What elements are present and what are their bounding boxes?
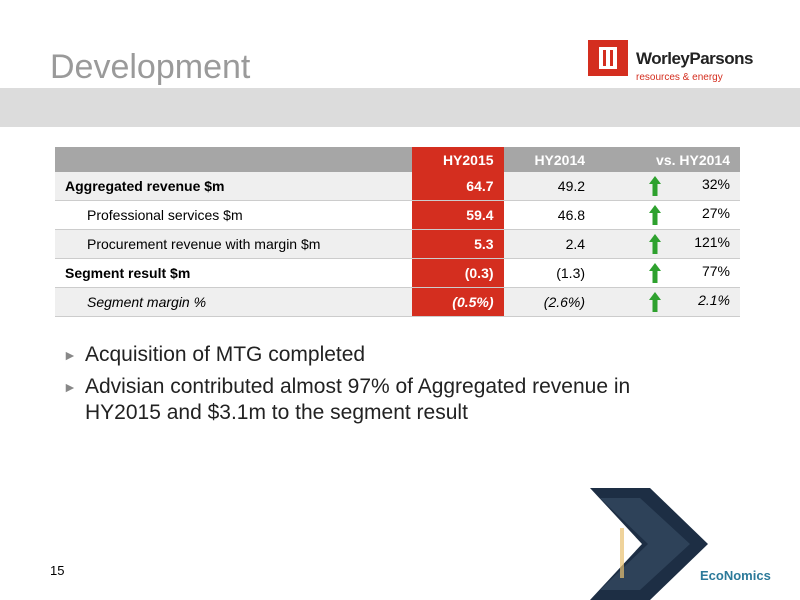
table-cell: 64.7 — [412, 172, 504, 201]
header-band — [0, 88, 800, 127]
table-row: Aggregated revenue $m 64.7 49.2 32% — [55, 172, 740, 201]
results-table: HY2015 HY2014 vs. HY2014 Aggregated reve… — [55, 147, 740, 317]
row-label: Professional services $m — [55, 201, 412, 230]
table-cell: (2.6%) — [503, 287, 596, 317]
cell-text: 5.3 — [474, 236, 494, 252]
table-row: Segment result $m (0.3) (1.3) 77% — [55, 258, 740, 288]
cell-text: 32% — [701, 176, 730, 192]
cell-text: Aggregated revenue $m — [65, 178, 225, 194]
row-label: Segment result $m — [55, 259, 412, 288]
table-row: Segment margin % (0.5%) (2.6%) 2.1% — [55, 287, 740, 317]
slide-title: Development — [50, 48, 251, 86]
header-cell: vs. HY2014 — [595, 147, 740, 172]
up-arrow — [649, 205, 662, 225]
up-arrow — [649, 292, 662, 312]
bullet: ► Advisian contributed almost 97% of Aggr… — [63, 374, 703, 426]
bullet-text: Advisian contributed almost 97% of Aggre… — [85, 375, 631, 424]
cell-text: Segment margin % — [87, 294, 207, 310]
row-label: Aggregated revenue $m — [55, 172, 413, 201]
cell-text: 27% — [701, 205, 730, 221]
cell-text: 77% — [701, 263, 730, 279]
table-cell: 77% — [595, 259, 740, 288]
table-cell: (0.5%) — [412, 287, 504, 317]
bullet: ► Acquisition of MTG completed — [63, 342, 703, 368]
header-cell — [55, 147, 413, 172]
cell-text: (2.6%) — [543, 294, 586, 310]
logo-glyph — [599, 47, 617, 69]
cell-text: 46.8 — [557, 207, 586, 223]
table-cell: (1.3) — [504, 259, 596, 288]
table-row: Procurement revenue with margin $m 5.3 2.4… — [55, 229, 740, 259]
cell-text: 2.4 — [565, 236, 586, 252]
table-cell: 59.4 — [412, 200, 504, 230]
row-label: Segment margin % — [55, 287, 413, 317]
table-cell: 27% — [595, 201, 740, 230]
table-cell: 121% — [595, 229, 740, 259]
table-cell: 46.8 — [504, 201, 596, 230]
page-number: 15 — [50, 563, 65, 578]
table-cell: 5.3 — [412, 229, 504, 259]
bullet-text: Acquisition of MTG completed — [85, 343, 366, 366]
logo-name: WorleyParsons — [636, 49, 753, 68]
up-arrow — [649, 234, 662, 254]
table-cell: 2.1% — [595, 287, 740, 317]
table-cell: 49.2 — [503, 172, 596, 201]
up-arrow — [649, 263, 662, 283]
cell-text: 59.4 — [466, 207, 494, 223]
cell-text: 2.1% — [698, 292, 730, 308]
row-label: Procurement revenue with margin $m — [55, 229, 413, 259]
table-row: Professional services $m 59.4 46.8 27% — [55, 200, 740, 230]
cell-text: (0.5%) — [452, 294, 494, 310]
table-cell: (0.3) — [412, 258, 504, 288]
table-cell: 2.4 — [503, 229, 596, 259]
header-cell: HY2015 — [412, 147, 504, 172]
brand-logo: EcoNomics — [700, 568, 771, 583]
bullet-list: ► Acquisition of MTG completed ► Advisian c… — [63, 342, 703, 432]
up-arrow — [649, 176, 662, 196]
bullet-marker: ► — [63, 347, 77, 363]
cell-text: 64.7 — [466, 178, 494, 194]
cell-text: 121% — [694, 234, 730, 250]
cell-text: (1.3) — [556, 265, 586, 281]
bullet-marker: ► — [63, 379, 77, 395]
cell-text: (0.3) — [464, 265, 494, 281]
cell-text: Professional services $m — [87, 207, 243, 223]
table-cell: 32% — [595, 172, 740, 201]
header-row: HY2015 HY2014 vs. HY2014 — [55, 147, 740, 172]
header-cell: HY2014 — [503, 147, 596, 172]
decor-image — [590, 488, 708, 600]
cell-text: Segment result $m — [65, 265, 191, 281]
cell-text: Procurement revenue with margin $m — [87, 236, 321, 252]
logo-tagline: resources & energy — [636, 72, 723, 83]
logo-icon — [588, 40, 628, 76]
cell-text: 49.2 — [557, 178, 586, 194]
